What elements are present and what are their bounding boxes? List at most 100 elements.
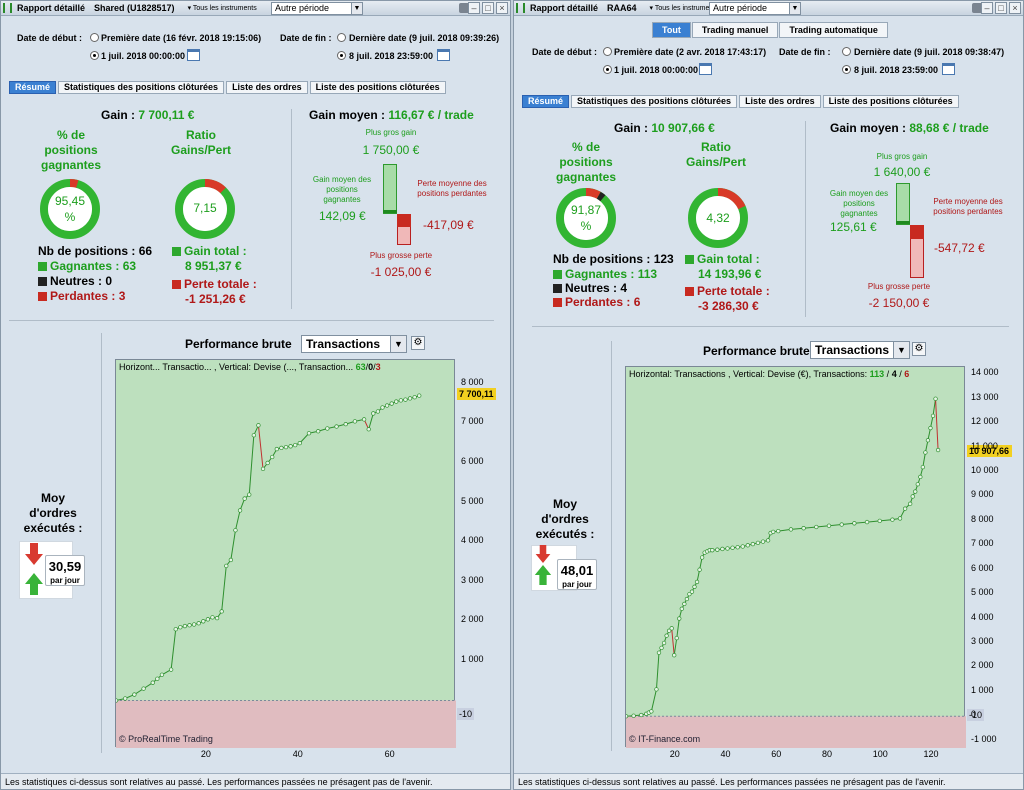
series-segment xyxy=(234,510,241,531)
instruments-dropdown[interactable]: Tous les instruments xyxy=(188,4,257,12)
disclaimer-footer: Les statistiques ci-dessus sont relative… xyxy=(1,773,510,789)
legend-sep: / xyxy=(886,369,890,379)
y-tick-label: 4 000 xyxy=(971,611,994,622)
gain-moyen-row: Gain moyen : 116,67 € / trade xyxy=(309,108,474,122)
mode-manuel[interactable]: Trading manuel xyxy=(691,22,779,38)
account-label[interactable]: RAA64 xyxy=(607,3,637,13)
moy-ordres-box xyxy=(557,559,597,590)
close-icon[interactable]: × xyxy=(1009,2,1021,14)
data-point xyxy=(674,635,679,641)
minimize-icon[interactable]: – xyxy=(468,2,480,14)
mode-auto[interactable]: Trading automatique xyxy=(779,22,888,38)
data-point xyxy=(684,596,690,602)
tab-order-list[interactable]: Liste des ordres xyxy=(226,81,308,94)
x-tick-label: 60 xyxy=(771,749,782,759)
performance-chart[interactable]: Horizontal: Transactions , Vertical: Dev… xyxy=(625,366,966,748)
end-custom-radio[interactable] xyxy=(337,51,346,60)
pct-win-value: 95,45 % xyxy=(42,193,98,225)
start-first-radio[interactable] xyxy=(603,47,612,56)
maximize-icon[interactable]: □ xyxy=(995,2,1007,14)
x-tick-label: 20 xyxy=(200,749,211,759)
maximize-icon[interactable]: □ xyxy=(482,2,494,14)
minimize-icon[interactable]: – xyxy=(981,2,993,14)
data-point xyxy=(928,425,933,431)
perdantes-label: Perdantes : xyxy=(50,289,116,303)
end-last-radio[interactable] xyxy=(337,33,346,42)
data-point xyxy=(689,589,695,594)
period-select[interactable]: Autre période ▼ xyxy=(709,2,801,15)
wrench-icon[interactable]: ⚙ xyxy=(411,336,425,350)
close-icon[interactable]: × xyxy=(496,2,508,14)
period-select[interactable]: Autre période ▼ xyxy=(271,2,363,15)
calendar-icon[interactable] xyxy=(187,49,200,61)
end-custom-radio[interactable] xyxy=(842,65,851,74)
start-first-date: Première date (16 févr. 2018 19:15:06) xyxy=(101,33,262,43)
perf-select-value: Transactions xyxy=(306,337,381,351)
window-title: Rapport détaillé xyxy=(530,3,599,13)
data-point xyxy=(682,601,687,607)
data-point xyxy=(265,460,270,466)
y-tick-label: 14 000 xyxy=(971,367,999,378)
data-point xyxy=(694,579,700,585)
tab-order-list[interactable]: Liste des ordres xyxy=(739,95,821,108)
chart-legend: Horizont... Transactio... , Vertical: De… xyxy=(119,362,381,372)
report-tabs: Résumé Statistiques des positions clôtur… xyxy=(9,81,446,94)
perte-totale-label: Perte totale : xyxy=(172,277,257,291)
neutres-label: Neutres : xyxy=(565,281,618,295)
y-tick-label: 11 000 xyxy=(971,440,998,451)
par-jour-label: par jour xyxy=(562,580,592,589)
calendar-icon[interactable] xyxy=(942,63,955,75)
calendar-icon[interactable] xyxy=(699,63,712,75)
chart-svg xyxy=(116,393,456,748)
data-point xyxy=(826,523,832,528)
par-jour-label: par jour xyxy=(50,576,80,585)
data-point xyxy=(237,508,243,513)
data-point xyxy=(279,445,284,451)
report-panel-left: Rapport détaillé Shared (U1828517) Tous … xyxy=(0,0,511,790)
data-point xyxy=(293,442,298,448)
legend-text: Horizont... Transactio... , Vertical: De… xyxy=(119,362,354,372)
y-tick-label: 12 000 xyxy=(971,416,999,427)
data-point xyxy=(233,528,238,533)
gain-moyen-pos-label: Gain moyen des positions gagnantes xyxy=(829,189,889,218)
gain-total-label: Gain total : xyxy=(172,244,247,258)
data-point xyxy=(839,522,844,527)
calendar-icon[interactable] xyxy=(437,49,450,61)
ratio-value: 7,15 xyxy=(193,201,217,215)
printer-icon[interactable] xyxy=(459,3,473,13)
instruments-dropdown[interactable]: Tous les instruments xyxy=(650,4,719,12)
tab-closed-list[interactable]: Liste des positions clôturées xyxy=(822,95,959,108)
printer-icon[interactable] xyxy=(972,3,986,13)
start-first-radio[interactable] xyxy=(90,33,99,42)
plus-grosse-perte-label: Plus grosse perte xyxy=(867,282,931,291)
performance-chart[interactable]: Horizont... Transactio... , Vertical: De… xyxy=(115,359,456,748)
tab-resume[interactable]: Résumé xyxy=(522,95,570,108)
tab-stats-closed[interactable]: Statistiques des positions clôturées xyxy=(571,95,738,108)
start-custom-radio[interactable] xyxy=(603,65,612,74)
mode-tout[interactable]: Tout xyxy=(652,22,691,38)
disclaimer-footer: Les statistiques ci-dessus sont relative… xyxy=(514,773,1023,789)
chevron-down-icon: ▼ xyxy=(390,336,406,352)
series-segment xyxy=(368,413,374,430)
perdantes-label: Perdantes : xyxy=(565,295,631,309)
moy-ordres-label: Moy d'ordres exécutés : xyxy=(535,497,595,541)
tab-closed-list[interactable]: Liste des positions clôturées xyxy=(309,81,446,94)
series-segment xyxy=(650,689,657,712)
legend-sep: / xyxy=(373,362,376,372)
wrench-icon[interactable]: ⚙ xyxy=(912,342,926,356)
chevron-down-icon: ▼ xyxy=(893,342,909,358)
moy-ordres-box xyxy=(45,555,85,586)
perf-select[interactable]: Transactions ▼ xyxy=(810,341,910,359)
y-tick-label: 5 000 xyxy=(461,495,484,506)
data-point xyxy=(626,714,629,719)
perte-totale-text: Perte totale : xyxy=(697,284,770,298)
start-custom-radio[interactable] xyxy=(90,51,99,60)
data-point xyxy=(877,518,882,524)
perf-title: Performance brute xyxy=(703,344,810,358)
black-square-icon xyxy=(553,284,562,293)
perf-select[interactable]: Transactions ▼ xyxy=(301,335,407,353)
tab-stats-closed[interactable]: Statistiques des positions clôturées xyxy=(58,81,225,94)
end-last-radio[interactable] xyxy=(842,47,851,56)
account-label[interactable]: Shared (U1828517) xyxy=(94,3,175,13)
tab-resume[interactable]: Résumé xyxy=(9,81,57,94)
